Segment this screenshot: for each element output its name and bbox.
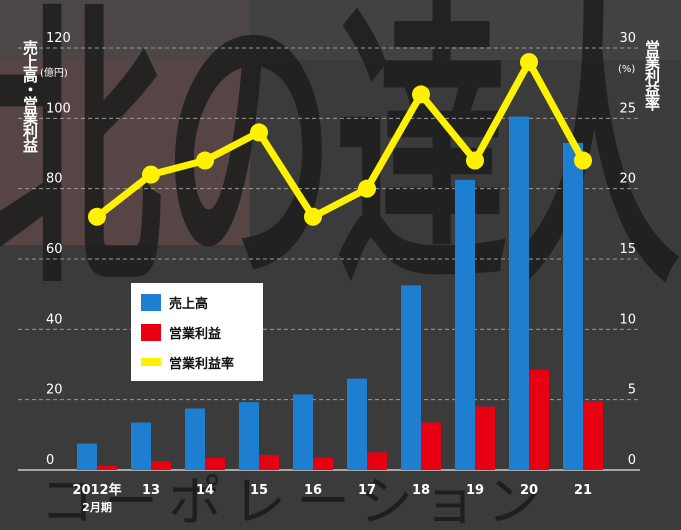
legend-label-operating-profit: 営業利益 <box>169 326 222 342</box>
operating-margin-point <box>88 207 106 226</box>
left-tick-label: 120 <box>46 31 71 46</box>
right-axis-label: 営業利益率 <box>643 40 661 110</box>
operating-margin-point <box>304 207 322 226</box>
legend-swatch-operating-profit <box>141 323 161 341</box>
legend-swatch-operating-margin <box>141 358 161 366</box>
sales-bar <box>401 285 421 470</box>
legend-label-operating-margin: 営業利益率 <box>169 356 235 372</box>
sales-bar <box>185 408 205 470</box>
right-tick-label: 25 <box>619 101 636 116</box>
operating-profit-bar <box>421 422 441 470</box>
right-tick-label: 30 <box>619 31 636 46</box>
x-tick-label: 20 <box>520 483 538 498</box>
x-tick-label: 13 <box>142 483 160 498</box>
x-tick-label: 18 <box>412 483 430 498</box>
left-axis-label: 売上高・営業利益 <box>21 40 39 152</box>
background-text-small: コーポレーション <box>40 470 551 530</box>
sales-bar <box>293 394 313 470</box>
left-tick-label: 60 <box>46 242 63 257</box>
operating-margin-line <box>94 58 587 221</box>
sales-bar <box>131 422 151 470</box>
left-tick-label: 20 <box>46 383 63 398</box>
legend-item-sales: 売上高 <box>141 292 208 312</box>
left-tick-label: 80 <box>46 172 63 187</box>
operating-margin-point <box>574 151 592 170</box>
x-tick-label: 2012年 2月期 <box>72 482 121 514</box>
sales-bar <box>347 378 367 470</box>
operating-profit-bar <box>97 465 117 470</box>
legend-item-operating-margin: 営業利益率 <box>141 352 234 372</box>
x-tick-label: 16 <box>304 483 322 498</box>
x-tick-label: 21 <box>574 483 592 498</box>
operating-margin-point <box>358 179 376 198</box>
right-tick-label: 15 <box>619 242 636 257</box>
x-tick-label: 17 <box>358 483 376 498</box>
left-axis-unit: (億円) <box>40 68 68 79</box>
left-tick-label: 40 <box>46 312 63 327</box>
x-tick-label: 19 <box>466 483 484 498</box>
right-axis-unit: (%) <box>618 64 636 75</box>
legend-label-sales: 売上高 <box>169 296 209 312</box>
legend-swatch-sales <box>141 293 161 311</box>
sales-bar <box>77 443 97 470</box>
right-tick-label: 0 <box>628 453 636 468</box>
operating-profit-bar <box>529 369 549 470</box>
legend: 売上高 営業利益 営業利益率 <box>131 283 263 381</box>
operating-profit-bar <box>583 401 603 470</box>
sales-bar <box>455 179 475 470</box>
operating-profit-bar <box>313 457 333 470</box>
sales-bar <box>563 142 583 470</box>
operating-margin-point <box>250 123 268 142</box>
operating-profit-bar <box>259 454 279 470</box>
sales-bar <box>239 402 259 470</box>
x-tick-label: 15 <box>250 483 268 498</box>
operating-margin-point <box>520 53 538 72</box>
right-tick-label: 20 <box>619 172 636 187</box>
legend-item-operating-profit: 営業利益 <box>141 322 221 342</box>
operating-profit-bar <box>205 457 225 470</box>
operating-margin-point <box>412 85 430 104</box>
operating-profit-bar <box>475 406 495 470</box>
operating-margin-point <box>196 151 214 170</box>
right-tick-label: 5 <box>628 383 636 398</box>
left-tick-label: 100 <box>46 101 71 116</box>
sales-bar <box>509 116 529 470</box>
x-tick-label: 14 <box>196 483 214 498</box>
operating-margin-point <box>142 165 160 184</box>
operating-profit-bar <box>151 461 171 470</box>
right-tick-label: 10 <box>619 312 636 327</box>
operating-margin-point <box>466 151 484 170</box>
operating-profit-bar <box>367 452 387 470</box>
left-tick-label: 0 <box>46 453 54 468</box>
